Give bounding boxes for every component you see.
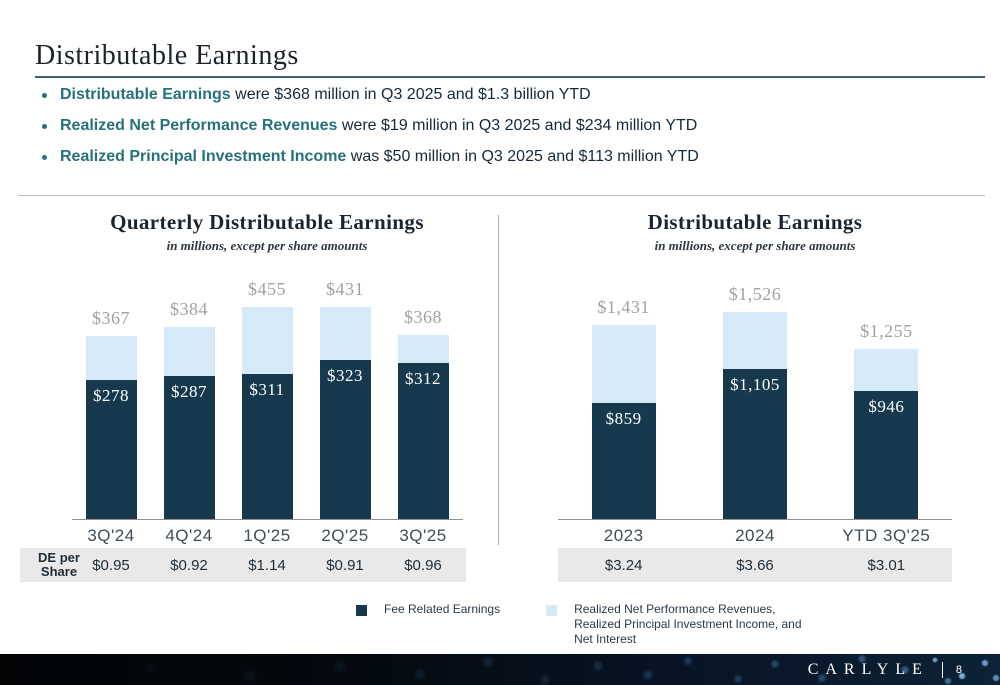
de-per-share-label: DE per Share <box>38 550 80 579</box>
bar-segment-label: $323 <box>327 366 363 386</box>
legend-item-fee-related-earnings: Fee Related Earnings <box>356 602 500 647</box>
bullet-rest-text: were $368 million in Q3 2025 and $1.3 bi… <box>230 86 591 103</box>
bar-segment-label: $312 <box>405 369 441 388</box>
bar-total-label: $1,431 <box>597 296 650 317</box>
x-axis-labels: 2023 2024 YTD 3Q'25 <box>558 526 952 546</box>
summary-bullets: Distributable Earnings were $368 million… <box>40 86 960 179</box>
x-axis-tick-label: 3Q'24 <box>87 526 135 545</box>
bar-total-label: $431 <box>326 279 364 299</box>
bar-total-label: $368 <box>404 307 442 327</box>
x-axis-labels: 3Q'24 4Q'24 1Q'25 2Q'25 3Q'25 <box>72 526 462 546</box>
bar-segment-light <box>319 307 371 361</box>
legend-item-realized-revenues: Realized Net Performance Revenues, Reali… <box>546 602 802 647</box>
bullet-item: Realized Net Performance Revenues were $… <box>40 117 960 135</box>
bar-segment-label: $278 <box>93 386 129 405</box>
de-per-share-value: $0.91 <box>326 556 364 574</box>
bar-segment-dark: $946 <box>854 390 919 519</box>
plot-area: $367 $278 $384 $287 $455 $311 $431 $323 $368 $312 <box>72 279 462 519</box>
page-title: Distributable Earnings <box>35 40 299 71</box>
bar-total-label: $1,526 <box>728 284 782 305</box>
plot-area: $1,431 $859 $1,526 $1,105 $1,255 $946 <box>558 279 952 519</box>
bar-segment-label: $946 <box>868 396 905 416</box>
chart-title: Quarterly Distributable Earnings <box>110 210 424 234</box>
bar-group: $431 $323 <box>306 279 384 519</box>
bullet-lead-text: Realized Net Performance Revenues <box>60 117 338 134</box>
footer-bar: CARLYLE 8 <box>0 654 1000 685</box>
bar-group: $368 $312 <box>384 279 462 519</box>
bar-group: $1,431 $859 <box>558 279 689 519</box>
de-per-share-value: $0.96 <box>404 556 442 574</box>
bar-segment-light <box>397 335 449 363</box>
bar-segment-label: $859 <box>605 408 642 428</box>
bar-group: $1,255 $946 <box>821 279 952 519</box>
x-axis-tick-label: YTD 3Q'25 <box>842 526 931 545</box>
de-per-share-values: $0.95 $0.92 $1.14 $0.91 $0.96 <box>72 548 462 582</box>
bar-total-label: $455 <box>248 279 286 299</box>
dark-swatch-icon <box>356 605 367 616</box>
bar-segment-light <box>854 348 919 391</box>
carlyle-logo: CARLYLE <box>807 660 929 678</box>
bar-group: $1,526 $1,105 <box>689 279 820 519</box>
bar-segment-dark: $311 <box>241 374 293 519</box>
bar-segment-dark: $859 <box>591 402 656 519</box>
de-per-share-value: $1.14 <box>248 556 286 574</box>
x-axis-tick-label: 4Q'24 <box>165 526 213 545</box>
charts-top-divider <box>18 195 985 196</box>
de-per-share-value: $3.01 <box>867 556 906 574</box>
bar-segment-label: $287 <box>171 381 207 401</box>
charts-vertical-divider <box>498 215 499 545</box>
de-per-share-value: $0.95 <box>92 556 130 574</box>
bar-segment-dark: $278 <box>85 380 137 519</box>
footer-separator <box>941 661 943 678</box>
bar-segment-light <box>241 307 293 375</box>
x-axis-tick-label: 3Q'25 <box>399 526 447 545</box>
page-number: 8 <box>955 663 962 676</box>
bar-segment-dark: $323 <box>319 360 371 519</box>
bar-segment-dark: $1,105 <box>722 369 787 519</box>
annual-earnings-chart: Distributable Earnings in millions, exce… <box>558 196 952 588</box>
bar-segment-light <box>591 324 656 403</box>
bar-segment-dark: $287 <box>163 375 215 519</box>
de-per-share-value: $0.92 <box>170 556 208 574</box>
title-divider <box>35 76 985 78</box>
bar-segment-light <box>163 327 215 376</box>
bar-group: $384 $287 <box>150 279 228 519</box>
bullet-rest-text: was $50 million in Q3 2025 and $113 mill… <box>346 148 699 165</box>
x-axis-line <box>558 519 952 520</box>
de-per-share-row: DE per Share $0.95 $0.92 $1.14 $0.91 $0.96 <box>20 548 466 582</box>
bar-segment-label: $311 <box>249 380 285 400</box>
bar-group: $455 $311 <box>228 279 306 519</box>
chart-legend: Fee Related Earnings Realized Net Perfor… <box>356 602 802 647</box>
bullet-item: Distributable Earnings were $368 million… <box>40 86 960 104</box>
bar-total-label: $367 <box>92 307 130 328</box>
x-axis-tick-label: 2Q'25 <box>321 526 369 545</box>
bar-segment-dark: $312 <box>397 363 449 519</box>
x-axis-tick-label: 2024 <box>735 526 775 545</box>
de-per-share-value: $3.24 <box>604 556 643 574</box>
de-per-share-row: $3.24 $3.66 $3.01 <box>558 548 952 582</box>
chart-subtitle: in millions, except per share amounts <box>166 238 368 253</box>
bullet-lead-text: Realized Principal Investment Income <box>60 148 347 165</box>
bar-total-label: $384 <box>170 299 208 319</box>
x-axis-line <box>72 519 463 520</box>
legend-label: Realized Net Performance Revenues, Reali… <box>574 602 802 646</box>
legend-label: Fee Related Earnings <box>384 602 501 616</box>
chart-title: Distributable Earnings <box>647 210 863 234</box>
de-per-share-values: $3.24 $3.66 $3.01 <box>558 548 952 582</box>
bar-segment-light <box>722 312 787 370</box>
bullet-item: Realized Principal Investment Income was… <box>40 148 960 166</box>
bar-segment-label: $1,105 <box>730 375 780 395</box>
bullet-rest-text: were $19 million in Q3 2025 and $234 mil… <box>337 117 698 134</box>
bar-total-label: $1,255 <box>860 320 913 341</box>
x-axis-tick-label: 2023 <box>603 526 644 545</box>
light-swatch-icon <box>546 605 558 616</box>
x-axis-tick-label: 1Q'25 <box>243 526 291 545</box>
chart-subtitle: in millions, except per share amounts <box>654 238 856 253</box>
bar-segment-light <box>85 335 137 380</box>
bullet-lead-text: Distributable Earnings <box>60 86 231 103</box>
quarterly-earnings-chart: Quarterly Distributable Earnings in mill… <box>20 196 466 588</box>
de-per-share-value: $3.66 <box>736 556 774 574</box>
bar-group: $367 $278 <box>72 279 150 519</box>
